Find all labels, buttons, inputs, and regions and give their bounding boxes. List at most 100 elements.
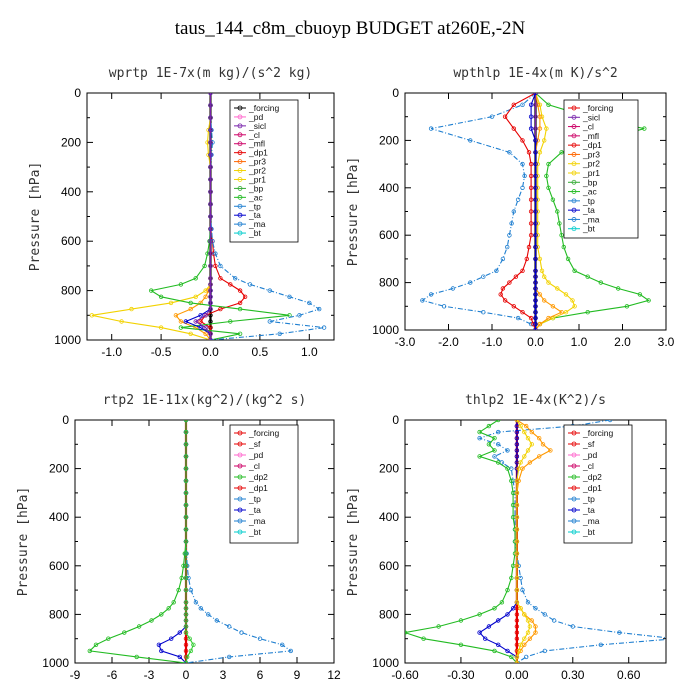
series-point <box>156 642 162 647</box>
panel-wprtp: wprtp 1E-7x(m kg)/(s^2 kg) 0 200 400 600 800 1… <box>28 66 335 359</box>
legend-label: _pr2 <box>248 166 266 176</box>
series-point <box>477 429 482 435</box>
legend-marker <box>237 123 243 129</box>
series-point <box>226 654 232 660</box>
series-point <box>500 286 506 291</box>
legend-label: _dp2 <box>248 472 268 482</box>
series-point <box>509 575 514 581</box>
y-tick-label: 0 <box>392 86 399 100</box>
series-point <box>450 286 456 291</box>
series-point <box>208 251 213 256</box>
panel-title: wpthlp 1E-4x(m K)/s^2 <box>453 66 617 81</box>
legend-marker <box>237 105 243 111</box>
x-tick-label: 0.0 <box>527 335 544 349</box>
series-point <box>527 624 533 629</box>
x-tick-label: 0.30 <box>561 668 585 682</box>
series-point <box>511 209 516 214</box>
series-point <box>537 436 542 441</box>
series-point <box>507 232 512 238</box>
legend-box <box>229 424 299 544</box>
series-point <box>287 294 292 299</box>
x-tick-label: 3.0 <box>658 335 675 349</box>
y-tick-label: 600 <box>379 559 399 573</box>
series-point <box>242 294 248 299</box>
series-point <box>149 618 154 623</box>
series-point <box>158 325 164 330</box>
series-point <box>208 226 213 232</box>
y-tick-label: 400 <box>379 510 399 524</box>
series-point <box>533 93 538 96</box>
series-point <box>492 606 497 611</box>
series-point <box>492 436 497 441</box>
legend-label: _tp <box>248 201 261 211</box>
series-point <box>522 429 527 435</box>
series-point <box>486 624 492 629</box>
series-point <box>193 319 198 324</box>
legend-label: _ma <box>582 214 600 224</box>
y-tick-label: 600 <box>61 234 81 248</box>
series-point <box>533 221 538 226</box>
series-point <box>486 423 492 429</box>
series-point <box>239 630 244 635</box>
series-point <box>191 642 196 647</box>
series-point <box>208 282 213 287</box>
series-point <box>520 268 525 273</box>
series-point <box>208 288 213 293</box>
series-point <box>537 150 543 155</box>
series-point <box>184 654 190 660</box>
series-point <box>168 636 174 641</box>
legend-label: _dp1 <box>248 148 268 158</box>
legend-label: _cl <box>582 461 594 471</box>
series-point <box>533 624 538 629</box>
series-line <box>185 420 195 663</box>
series-point <box>542 138 547 143</box>
legend-marker <box>571 124 577 129</box>
series-point <box>499 600 505 605</box>
series-line <box>421 93 536 330</box>
legend-label: _bt <box>248 228 261 238</box>
series-point <box>208 189 213 194</box>
y-tick-label: 800 <box>49 607 69 621</box>
series-point <box>528 197 534 202</box>
series-point <box>533 630 538 635</box>
series-point <box>518 575 523 581</box>
legend-marker <box>237 452 243 458</box>
series-point <box>514 429 520 435</box>
series-point <box>183 429 189 435</box>
series-point <box>183 606 189 611</box>
legend-label: _bt <box>582 224 595 234</box>
series-point <box>533 185 538 190</box>
legend-marker <box>571 496 577 502</box>
series-point <box>481 310 486 315</box>
legend-label: _cl <box>582 122 594 132</box>
legend-marker <box>571 474 577 480</box>
series-point <box>533 102 538 107</box>
series-point <box>642 126 647 131</box>
series-point <box>183 319 188 324</box>
legend-marker <box>571 179 577 185</box>
y-tick-label: 800 <box>379 276 399 290</box>
series-point <box>159 612 164 617</box>
series-point <box>513 274 519 279</box>
series-point <box>520 161 525 167</box>
legend-marker <box>571 507 577 513</box>
series-point <box>183 527 189 532</box>
x-tick-label: 6 <box>257 668 264 682</box>
series-point <box>528 221 534 226</box>
series-point <box>616 286 621 291</box>
series-point <box>514 515 520 520</box>
series-point <box>524 654 529 660</box>
legend-marker <box>571 114 577 120</box>
y-axis-label: Pressure [hPa] <box>346 157 361 267</box>
series-point <box>496 420 501 423</box>
series-point <box>203 325 208 330</box>
series-point <box>205 251 210 256</box>
series-point <box>509 466 514 471</box>
series-point <box>510 606 516 611</box>
series-point <box>158 294 164 299</box>
legend-marker <box>571 518 577 524</box>
series-point <box>188 648 194 654</box>
series-group <box>89 93 327 340</box>
legend-label: _sicl <box>582 112 600 122</box>
legend-marker <box>237 194 243 200</box>
